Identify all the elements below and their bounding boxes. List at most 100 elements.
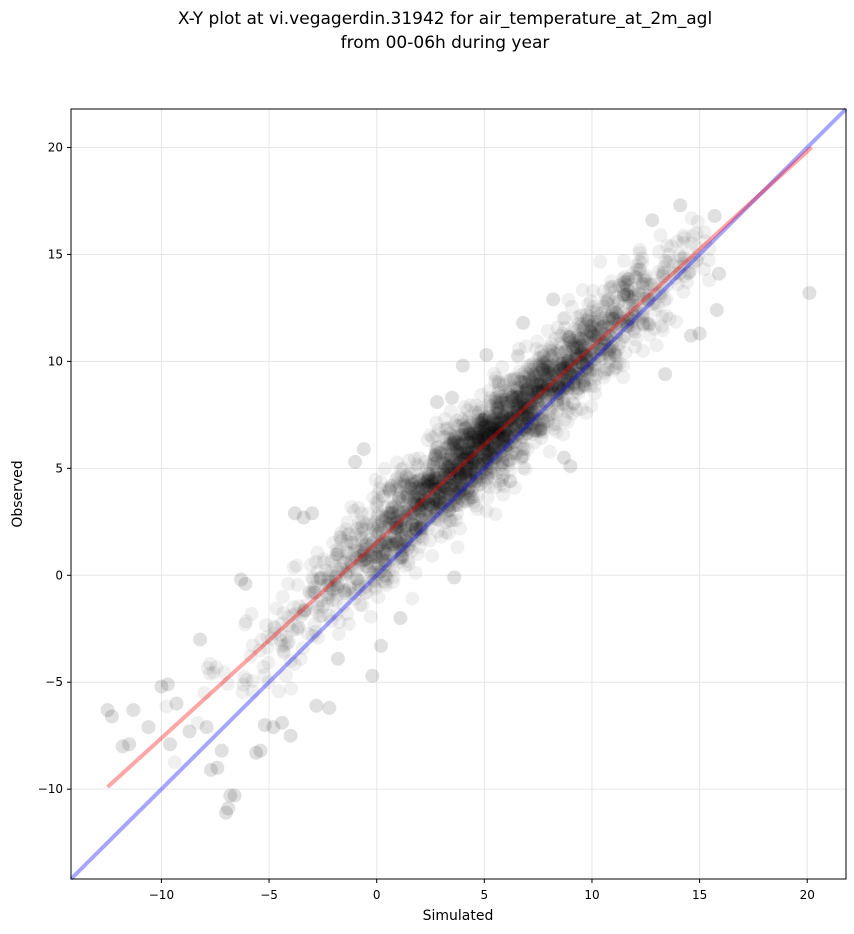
data-point [560, 353, 575, 368]
data-point [582, 350, 597, 365]
data-point [404, 473, 419, 488]
data-point [492, 421, 507, 436]
data-point [373, 564, 388, 579]
data-point [641, 318, 656, 333]
data-point [475, 424, 490, 439]
data-point [530, 375, 545, 390]
data-point [451, 448, 466, 463]
data-point [636, 306, 651, 321]
data-point [384, 506, 399, 521]
data-point [469, 473, 484, 488]
data-point [429, 395, 444, 410]
data-point [489, 390, 504, 405]
data-point [513, 390, 528, 405]
data-point [545, 384, 560, 399]
data-point [452, 498, 467, 513]
data-point [560, 356, 575, 371]
data-point [389, 520, 404, 535]
data-point [275, 589, 290, 604]
data-point [425, 548, 440, 563]
data-point [428, 450, 443, 465]
data-point [378, 553, 393, 568]
data-point [451, 427, 466, 442]
data-point [366, 549, 381, 564]
data-point [506, 402, 521, 417]
data-point [349, 551, 364, 566]
data-point [608, 305, 623, 320]
data-point [408, 485, 423, 500]
data-point [423, 428, 438, 443]
x-tick-label: 10 [584, 888, 599, 902]
data-point [590, 317, 605, 332]
data-point [566, 333, 581, 348]
data-point [466, 495, 481, 510]
data-point [421, 494, 436, 509]
data-point [239, 614, 254, 629]
data-point [564, 358, 579, 373]
data-point [432, 489, 447, 504]
data-point [501, 416, 516, 431]
data-point [465, 457, 480, 472]
data-point [358, 585, 373, 600]
data-point [645, 297, 660, 312]
data-point [594, 347, 609, 362]
data-point [569, 371, 584, 386]
data-point [588, 346, 603, 361]
data-point [499, 427, 514, 442]
data-point [544, 336, 559, 351]
data-point [577, 378, 592, 393]
data-point [542, 408, 557, 423]
data-point [500, 434, 515, 449]
data-point [418, 483, 433, 498]
data-point [474, 412, 489, 427]
data-point [491, 426, 506, 441]
data-point [551, 374, 566, 389]
data-point [428, 496, 443, 511]
data-point [547, 377, 562, 392]
data-point [374, 550, 389, 565]
data-point [674, 251, 689, 266]
data-point [220, 676, 235, 691]
data-point [389, 534, 404, 549]
data-point [514, 367, 529, 382]
data-point [570, 351, 585, 366]
data-point [398, 534, 413, 549]
data-point [531, 384, 546, 399]
data-point [502, 431, 517, 446]
data-point [407, 474, 422, 489]
data-point [387, 497, 402, 512]
data-point [497, 399, 512, 414]
data-point [439, 465, 454, 480]
data-point [556, 364, 571, 379]
data-point [539, 381, 554, 396]
data-point [711, 266, 726, 281]
data-point [637, 273, 652, 288]
data-point [521, 367, 536, 382]
data-point [554, 373, 569, 388]
data-point [503, 446, 518, 461]
data-point [467, 445, 482, 460]
data-point [509, 380, 524, 395]
data-point [536, 384, 551, 399]
data-point [498, 437, 513, 452]
data-point [327, 573, 342, 588]
data-point [500, 422, 515, 437]
data-point [523, 420, 538, 435]
data-point [581, 337, 596, 352]
data-point [531, 383, 546, 398]
data-point [322, 700, 337, 715]
data-point [423, 458, 438, 473]
data-point [701, 253, 716, 268]
data-point [405, 506, 420, 521]
data-point [439, 515, 454, 530]
data-point [405, 516, 420, 531]
data-point [438, 470, 453, 485]
data-point [538, 389, 553, 404]
data-point [354, 548, 369, 563]
data-point [447, 434, 462, 449]
data-point [374, 638, 388, 653]
data-point [534, 344, 549, 359]
data-point [558, 344, 573, 359]
data-point [384, 504, 399, 519]
data-point [553, 362, 568, 377]
